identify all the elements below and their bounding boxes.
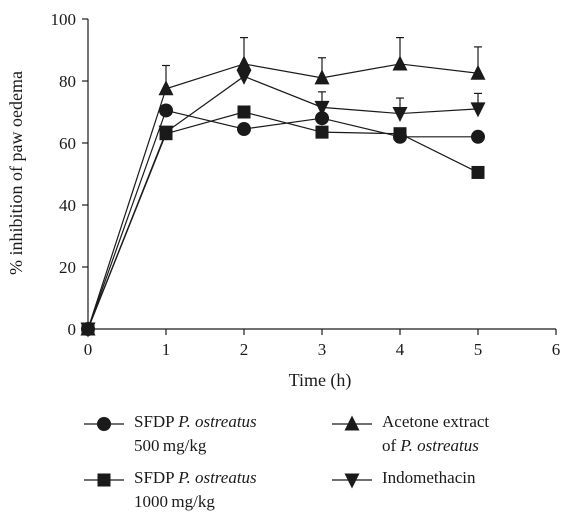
data-point	[236, 55, 252, 71]
x-tick-label: 0	[84, 340, 93, 359]
legend-text: 1000 mg/kg	[134, 492, 215, 511]
chart-series	[80, 36, 486, 338]
legend-marker	[97, 417, 111, 431]
y-tick-label: 0	[68, 320, 77, 339]
legend-text: SFDP	[134, 412, 179, 431]
series-line	[87, 75, 479, 330]
y-tick-label: 20	[59, 258, 76, 277]
data-point	[237, 122, 251, 137]
data-point	[314, 69, 330, 85]
x-axis-label: Time (h)	[289, 370, 352, 390]
data-point	[470, 102, 486, 118]
legend-text-italic: P. ostreatus	[178, 412, 257, 431]
series-triangle-up	[80, 36, 486, 336]
series-triangle-down	[80, 69, 486, 338]
series-square	[81, 105, 485, 336]
legend-text: SFDP	[134, 468, 179, 487]
y-tick-label: 60	[59, 134, 76, 153]
y-tick-label: 80	[59, 72, 76, 91]
data-point	[315, 125, 329, 139]
legend-line-1: Acetone extract	[382, 410, 489, 434]
x-tick-label: 6	[552, 340, 561, 359]
legend-marker	[97, 473, 111, 487]
legend-line-2: of P. ostreatus	[382, 434, 489, 458]
legend-marker	[344, 473, 360, 489]
data-point	[158, 80, 174, 96]
data-point	[393, 127, 407, 141]
legend-line-1: SFDP P. ostreatus	[134, 410, 257, 434]
data-point	[80, 322, 96, 338]
x-tick-label: 3	[318, 340, 327, 359]
x-tick-label: 5	[474, 340, 483, 359]
x-tick-label: 2	[240, 340, 249, 359]
data-point	[470, 64, 486, 80]
series-line	[87, 109, 478, 330]
legend-text: Indomethacin	[382, 468, 476, 487]
legend-marker	[344, 415, 360, 431]
data-point	[158, 125, 174, 141]
legend-text: Acetone extract	[382, 412, 490, 431]
data-point	[314, 100, 330, 116]
legend-symbol-circle	[84, 417, 124, 431]
legend-line-2: 500 mg/kg	[134, 434, 257, 458]
data-point	[315, 111, 329, 126]
legend-text: of	[382, 436, 401, 455]
data-point	[471, 129, 485, 144]
data-point	[237, 105, 251, 119]
data-point	[392, 107, 408, 123]
legend-label: Acetone extract of P. ostreatus	[382, 410, 489, 458]
data-point	[236, 69, 252, 85]
legend-text-italic: P. ostreatus	[400, 436, 479, 455]
legend-symbol-triangle-up	[332, 415, 372, 431]
legend-symbol-triangle-down	[332, 473, 372, 489]
series-line	[87, 63, 479, 330]
series-line	[87, 111, 479, 330]
x-tick-label: 1	[162, 340, 171, 359]
legend-line-1: Indomethacin	[382, 466, 475, 490]
legend-text: 500 mg/kg	[134, 436, 207, 455]
y-tick-label: 100	[51, 10, 77, 29]
x-tick-label: 4	[396, 340, 405, 359]
y-axis-label: % inhibition of paw oedema	[6, 71, 26, 275]
data-point	[471, 165, 485, 179]
legend-label: Indomethacin	[382, 466, 475, 490]
data-point	[392, 55, 408, 71]
legend-text-italic: P. ostreatus	[178, 468, 257, 487]
y-tick-label: 40	[59, 196, 76, 215]
legend-label: SFDP P. ostreatus 1000 mg/kg	[134, 466, 257, 514]
data-point	[159, 103, 173, 118]
series-circle	[81, 103, 485, 336]
legend-line-2: 1000 mg/kg	[134, 490, 257, 514]
legend-label: SFDP P. ostreatus 500 mg/kg	[134, 410, 257, 458]
legend-symbol-square	[84, 473, 124, 487]
legend-line-1: SFDP P. ostreatus	[134, 466, 257, 490]
